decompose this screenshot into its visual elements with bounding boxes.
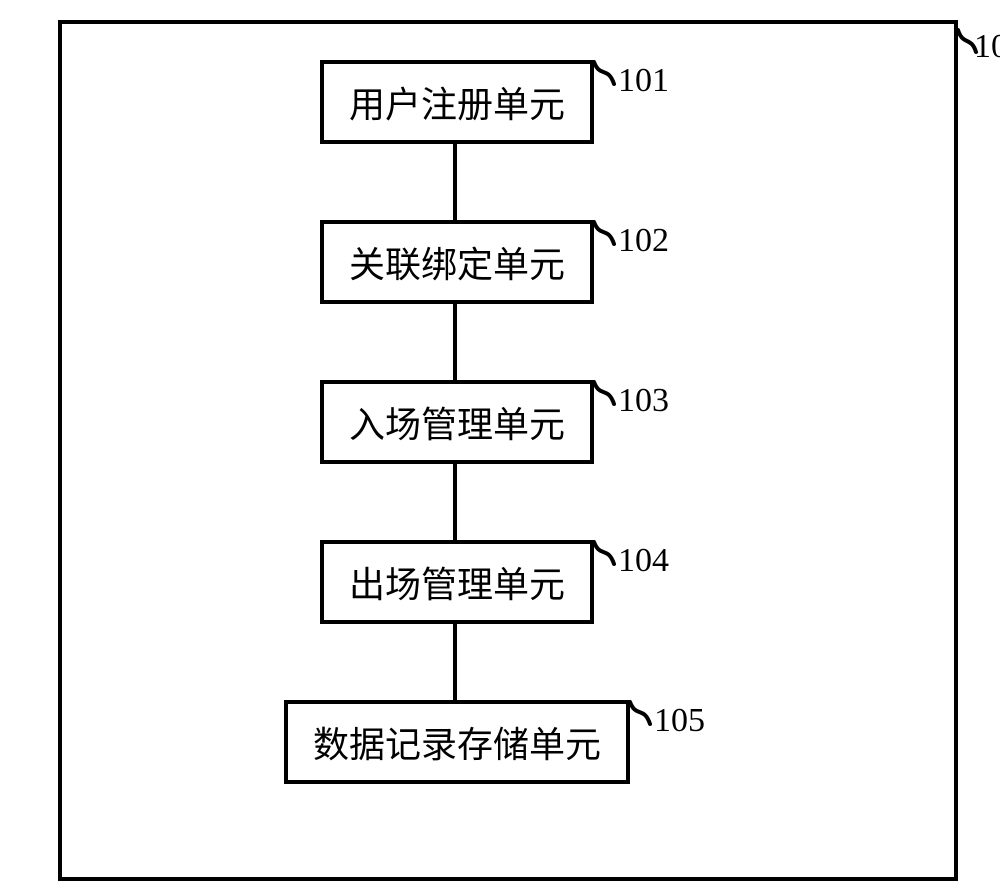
- connector: [453, 144, 457, 220]
- flow-node-text: 入场管理单元: [349, 396, 565, 448]
- flow-node: 关联绑定单元: [320, 220, 594, 304]
- flow-node-label: 104: [618, 542, 669, 580]
- flow-node-text: 数据记录存储单元: [313, 716, 601, 768]
- flow-node: 数据记录存储单元: [284, 700, 630, 784]
- callout-hook-icon: [590, 538, 618, 568]
- callout-hook-icon: [590, 58, 618, 88]
- flow-node-label: 102: [618, 222, 669, 260]
- diagram-stage: 100 用户注册单元 101 关联绑定单元 102 入场管理单元 103 出场管理单元 104 数…: [0, 0, 1000, 896]
- callout-hook-icon: [626, 698, 654, 728]
- flow-node-label: 103: [618, 382, 669, 420]
- connector: [453, 624, 457, 700]
- connector: [453, 304, 457, 380]
- flow-node-label: 101: [618, 62, 669, 100]
- flow-node: 入场管理单元: [320, 380, 594, 464]
- flow-node-text: 用户注册单元: [349, 76, 565, 128]
- flow-node-text: 出场管理单元: [349, 556, 565, 608]
- flow-node: 用户注册单元: [320, 60, 594, 144]
- outer-label: 100: [974, 28, 1000, 66]
- flow-node: 出场管理单元: [320, 540, 594, 624]
- connector: [453, 464, 457, 540]
- callout-hook-icon: [590, 378, 618, 408]
- flow-node-text: 关联绑定单元: [349, 236, 565, 288]
- callout-hook-icon: [590, 218, 618, 248]
- flow-node-label: 105: [654, 702, 705, 740]
